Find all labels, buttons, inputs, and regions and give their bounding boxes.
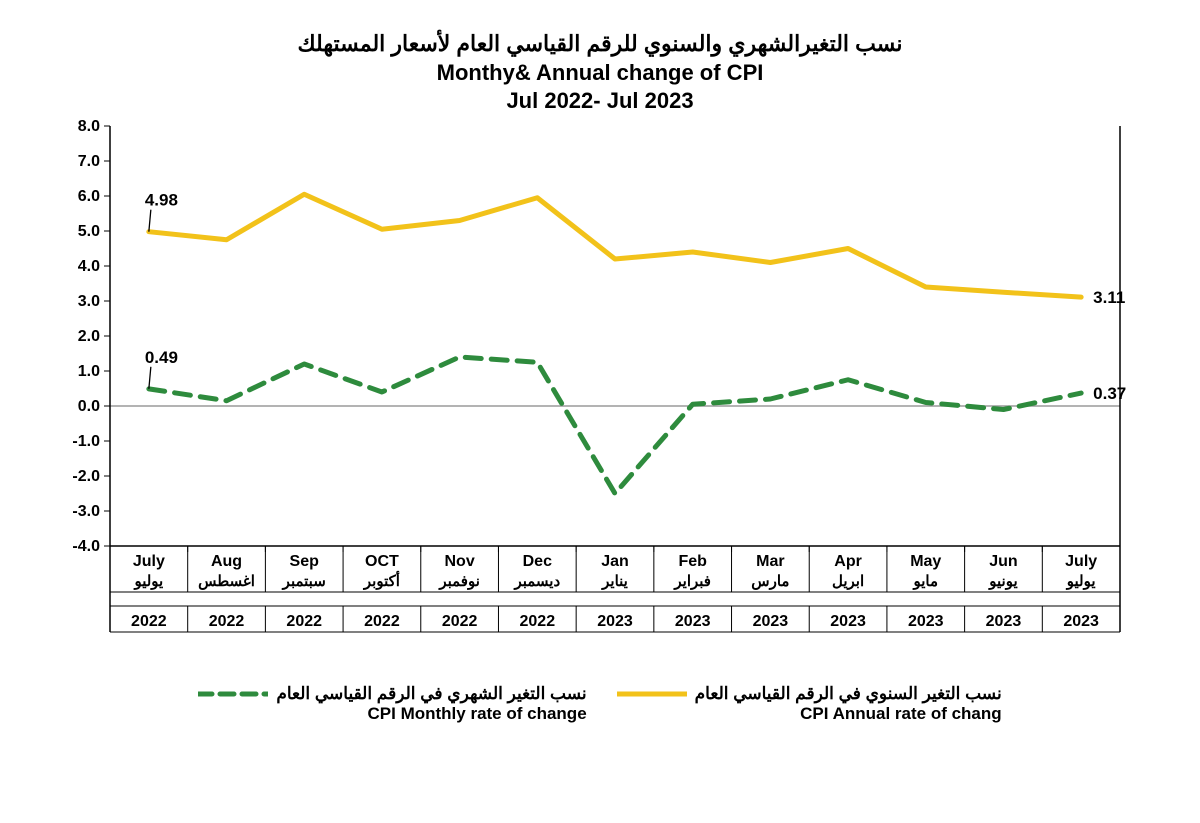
x-tick-en: July (1065, 553, 1097, 570)
y-tick-label: 5.0 (78, 223, 100, 240)
x-tick-ar: مارس (751, 573, 789, 590)
x-tick-year: 2023 (597, 613, 633, 630)
legend-swatch-annual (617, 687, 687, 701)
legend: نسب التغير الشهري في الرقم القياسي العام… (0, 676, 1200, 724)
y-tick-label: -3.0 (72, 503, 100, 520)
x-tick-en: Apr (834, 553, 862, 570)
x-tick-en: OCT (365, 553, 399, 570)
title-subtitle: Jul 2022- Jul 2023 (0, 87, 1200, 116)
legend-swatch-monthly (198, 687, 268, 701)
x-tick-year: 2023 (908, 613, 944, 630)
x-tick-en: Aug (211, 553, 242, 570)
x-tick-en: Jan (601, 553, 629, 570)
legend-item-annual: نسب التغير السنوي في الرقم القياسي العام… (617, 684, 1002, 724)
leader-line (149, 209, 151, 231)
point-label: 0.49 (145, 348, 178, 367)
point-label: 4.98 (145, 190, 178, 209)
x-tick-en: May (910, 553, 941, 570)
y-tick-label: -4.0 (72, 538, 100, 555)
x-tick-ar: فبراير (673, 573, 711, 590)
x-tick-en: Mar (756, 553, 784, 570)
y-tick-label: 2.0 (78, 328, 100, 345)
x-tick-year: 2023 (986, 613, 1022, 630)
y-tick-label: 3.0 (78, 293, 100, 310)
x-tick-ar: ديسمبر (513, 573, 560, 590)
point-label: 3.11 (1093, 288, 1125, 307)
x-tick-year: 2023 (675, 613, 711, 630)
x-tick-year: 2023 (1063, 613, 1099, 630)
legend-label-ar: نسب التغير السنوي في الرقم القياسي العام (695, 684, 1002, 704)
legend-label-ar: نسب التغير الشهري في الرقم القياسي العام (276, 684, 586, 704)
chart-title-block: نسب التغيرالشهري والسنوي للرقم القياسي ا… (0, 0, 1200, 116)
x-tick-year: 2022 (520, 613, 556, 630)
x-tick-ar: أكتوبر (363, 570, 400, 590)
x-tick-ar: يناير (601, 573, 628, 590)
y-tick-label: 6.0 (78, 188, 100, 205)
x-tick-en: Sep (290, 553, 320, 570)
title-english: Monthy& Annual change of CPI (0, 59, 1200, 88)
x-tick-en: July (133, 553, 165, 570)
y-tick-label: 0.0 (78, 398, 100, 415)
y-tick-label: -1.0 (72, 433, 100, 450)
leader-line (149, 367, 151, 389)
x-tick-year: 2023 (830, 613, 866, 630)
title-arabic: نسب التغيرالشهري والسنوي للرقم القياسي ا… (0, 30, 1200, 59)
x-tick-en: Jun (989, 553, 1017, 570)
series-line (149, 357, 1081, 494)
y-tick-label: 4.0 (78, 258, 100, 275)
x-tick-year: 2023 (753, 613, 789, 630)
point-label: 0.37 (1093, 384, 1126, 403)
legend-label-en: CPI Monthly rate of change (368, 704, 587, 724)
series-line (149, 194, 1081, 297)
chart-area: -4.0 -3.0 -2.0 -1.0 0.0 1.0 2.0 3.0 4.0 5.0 6.0 7.0… (0, 116, 1200, 676)
x-tick-ar: يونيو (988, 573, 1017, 590)
x-tick-ar: نوفمبر (438, 573, 480, 590)
y-tick-label: 1.0 (78, 363, 100, 380)
x-tick-en: Nov (444, 553, 474, 570)
x-tick-en: Dec (523, 553, 552, 570)
x-tick-ar: سبتمبر (282, 573, 326, 590)
legend-item-monthly: نسب التغير الشهري في الرقم القياسي العام… (198, 684, 586, 724)
x-tick-year: 2022 (209, 613, 245, 630)
x-tick-ar: ابريل (832, 573, 864, 590)
legend-label-en: CPI Annual rate of chang (800, 704, 1002, 724)
x-tick-ar: مايو (913, 573, 939, 590)
y-tick-label: 7.0 (78, 153, 100, 170)
x-tick-en: Feb (678, 553, 707, 570)
x-tick-ar: يوليو (1066, 573, 1096, 590)
x-tick-year: 2022 (364, 613, 400, 630)
y-tick-label: 8.0 (78, 118, 100, 135)
x-tick-year: 2022 (131, 613, 167, 630)
y-tick-label: -2.0 (72, 468, 100, 485)
x-tick-ar: يوليو (133, 573, 163, 590)
chart-svg: -4.0 -3.0 -2.0 -1.0 0.0 1.0 2.0 3.0 4.0 5.0 6.0 7.0… (0, 116, 1200, 676)
x-tick-year: 2022 (442, 613, 478, 630)
x-tick-year: 2022 (286, 613, 322, 630)
x-tick-ar: اغسطس (198, 573, 255, 590)
